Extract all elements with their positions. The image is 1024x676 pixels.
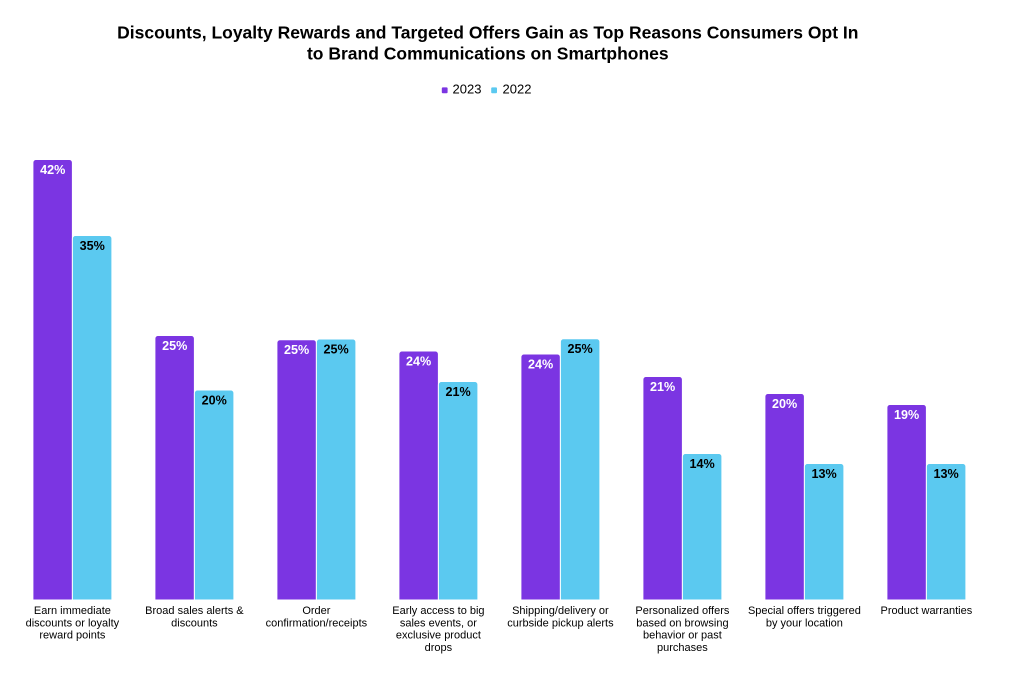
svg-text:behavior or past: behavior or past	[643, 630, 722, 642]
svg-text:discounts: discounts	[171, 617, 218, 629]
svg-text:drops: drops	[425, 642, 453, 654]
svg-text:24%: 24%	[406, 354, 431, 368]
svg-text:Personalized offers: Personalized offers	[635, 605, 729, 617]
svg-text:by your location: by your location	[766, 617, 843, 629]
svg-text:based on browsing: based on browsing	[636, 617, 728, 629]
svg-text:Order: Order	[302, 605, 330, 617]
svg-text:25%: 25%	[323, 342, 348, 356]
svg-text:curbside pickup alerts: curbside pickup alerts	[507, 617, 614, 629]
svg-text:42%: 42%	[40, 163, 65, 177]
svg-text:20%: 20%	[202, 393, 227, 407]
svg-text:confirmation/receipts: confirmation/receipts	[266, 617, 368, 629]
svg-text:35%: 35%	[80, 239, 105, 253]
svg-text:reward points: reward points	[39, 630, 106, 642]
svg-text:25%: 25%	[162, 339, 187, 353]
svg-text:2022: 2022	[503, 82, 532, 97]
svg-text:exclusive product: exclusive product	[396, 630, 481, 642]
svg-text:25%: 25%	[284, 343, 309, 357]
svg-text:purchases: purchases	[657, 642, 708, 654]
svg-text:21%: 21%	[445, 385, 470, 399]
svg-text:Discounts, Loyalty Rewards and: Discounts, Loyalty Rewards and Targeted …	[117, 22, 858, 42]
svg-text:Special offers triggered: Special offers triggered	[748, 605, 861, 617]
svg-text:Shipping/delivery or: Shipping/delivery or	[512, 605, 609, 617]
svg-text:25%: 25%	[567, 342, 592, 356]
svg-text:sales events, or: sales events, or	[400, 617, 477, 629]
svg-text:21%: 21%	[650, 380, 675, 394]
svg-text:24%: 24%	[528, 357, 553, 371]
svg-text:2023: 2023	[453, 82, 482, 97]
svg-text:13%: 13%	[811, 467, 836, 481]
svg-text:Broad sales alerts &: Broad sales alerts &	[145, 605, 244, 617]
svg-text:Early access to big: Early access to big	[392, 605, 484, 617]
svg-text:14%: 14%	[689, 457, 714, 471]
svg-text:20%: 20%	[772, 397, 797, 411]
svg-text:Product warranties: Product warranties	[881, 605, 973, 617]
svg-text:discounts or loyalty: discounts or loyalty	[26, 617, 120, 629]
svg-text:13%: 13%	[933, 467, 958, 481]
svg-text:Earn immediate: Earn immediate	[34, 605, 111, 617]
svg-text:to Brand Communications on Sma: to Brand Communications on Smartphones	[307, 44, 669, 64]
svg-text:19%: 19%	[894, 408, 919, 422]
